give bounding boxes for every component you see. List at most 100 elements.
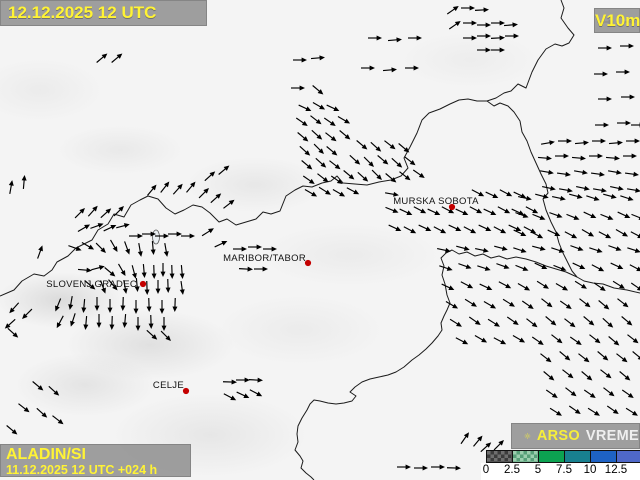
wind-arrow — [68, 245, 82, 251]
wind-arrow — [469, 206, 483, 214]
wind-arrow — [111, 53, 123, 63]
wind-arrow — [583, 389, 596, 399]
wind-arrow — [263, 246, 277, 252]
wind-arrow — [526, 318, 538, 328]
wind-arrow — [513, 191, 527, 198]
wind-arrow — [313, 143, 324, 154]
wind-arrow — [439, 265, 453, 271]
wind-arrow — [21, 175, 27, 190]
wind-arrow — [491, 47, 505, 53]
wind-arrow — [619, 371, 631, 381]
city-dot — [448, 203, 456, 211]
wind-arrow — [559, 300, 572, 310]
wind-arrow — [458, 263, 472, 269]
wind-arrow — [621, 389, 634, 399]
wind-arrow — [134, 277, 140, 292]
wind-arrow — [569, 336, 582, 346]
wind-arrow — [586, 195, 600, 201]
wind-arrow — [441, 206, 455, 214]
wind-arrow — [598, 231, 612, 239]
wind-arrow — [541, 140, 555, 146]
wind-arrow — [518, 195, 532, 201]
wind-arrow — [124, 241, 130, 255]
wind-arrow — [617, 211, 631, 218]
wind-arrow — [600, 369, 612, 379]
wind-arrow — [36, 407, 48, 418]
wind-arrow — [490, 35, 505, 41]
wind-arrow — [155, 233, 169, 239]
wind-arrow — [502, 298, 515, 307]
wind-arrow — [463, 20, 477, 26]
wind-arrow — [148, 314, 154, 329]
wind-arrow — [610, 185, 624, 191]
wind-arrow — [620, 195, 634, 201]
wind-arrow — [537, 155, 552, 161]
wind-arrow — [315, 157, 327, 168]
wind-arrow — [104, 267, 116, 277]
model-info-box: ALADIN/SI 11.12.2025 12 UTC +024 h — [0, 444, 191, 477]
wind-arrow — [574, 140, 589, 146]
wind-arrow — [474, 7, 489, 13]
wind-arrow — [403, 226, 417, 234]
wind-arrow — [623, 153, 637, 159]
wind-arrow — [535, 193, 549, 199]
wind-arrow — [310, 55, 325, 61]
legend-segment — [590, 450, 616, 463]
wind-arrow — [564, 231, 578, 239]
wind-arrow — [532, 245, 546, 251]
wind-arrow — [181, 233, 195, 239]
wind-arrow — [441, 283, 455, 290]
wind-arrow — [593, 187, 607, 193]
wind-arrow — [431, 464, 445, 470]
wind-arrow — [473, 435, 483, 447]
wind-arrow — [318, 186, 331, 195]
wind-arrow — [555, 153, 569, 159]
legend-segment — [486, 450, 512, 463]
wind-arrow — [413, 206, 427, 214]
wind-arrow — [513, 247, 527, 253]
wind-arrow — [179, 280, 185, 295]
wind-arrow — [581, 229, 595, 237]
wind-arrow — [332, 189, 346, 197]
wind-arrow — [37, 245, 43, 259]
wind-arrow — [146, 297, 152, 312]
wind-arrow — [90, 223, 104, 229]
wind-arrow — [329, 160, 341, 170]
wind-arrow — [133, 300, 139, 314]
wind-arrow — [480, 442, 492, 453]
wind-arrow — [301, 160, 313, 170]
wind-arrow — [186, 181, 196, 193]
wind-arrow — [218, 165, 230, 175]
wind-arrow — [368, 35, 382, 41]
wind-arrow — [513, 229, 527, 236]
wind-arrow — [505, 33, 519, 39]
country-border-path — [294, 249, 578, 480]
wind-arrow — [617, 120, 631, 126]
wind-arrow — [391, 157, 403, 168]
wind-arrow — [552, 195, 566, 201]
wind-arrow — [361, 65, 375, 71]
wind-arrow — [299, 145, 311, 156]
legend-segment — [538, 450, 564, 463]
wind-arrow — [566, 213, 580, 220]
wind-arrow — [445, 301, 459, 309]
wind-arrow — [414, 465, 428, 471]
wind-arrow — [116, 223, 130, 229]
wind-arrow — [385, 173, 397, 183]
wind-arrow — [531, 336, 544, 346]
wind-arrow — [598, 300, 610, 310]
country-border-path — [486, 100, 640, 294]
wind-arrow — [18, 403, 30, 413]
legend-tick-label: 2.5 — [504, 464, 520, 476]
wind-arrow — [491, 20, 505, 26]
wind-arrow — [551, 334, 563, 344]
wind-arrow — [545, 389, 558, 399]
wind-arrow — [233, 246, 247, 252]
wind-arrow — [564, 318, 576, 328]
wind-arrow — [498, 281, 512, 289]
wind-arrow — [141, 263, 147, 278]
wind-arrow — [385, 206, 399, 213]
legend-segment — [564, 450, 590, 463]
wind-arrow — [541, 298, 553, 308]
wind-arrow — [631, 122, 640, 128]
